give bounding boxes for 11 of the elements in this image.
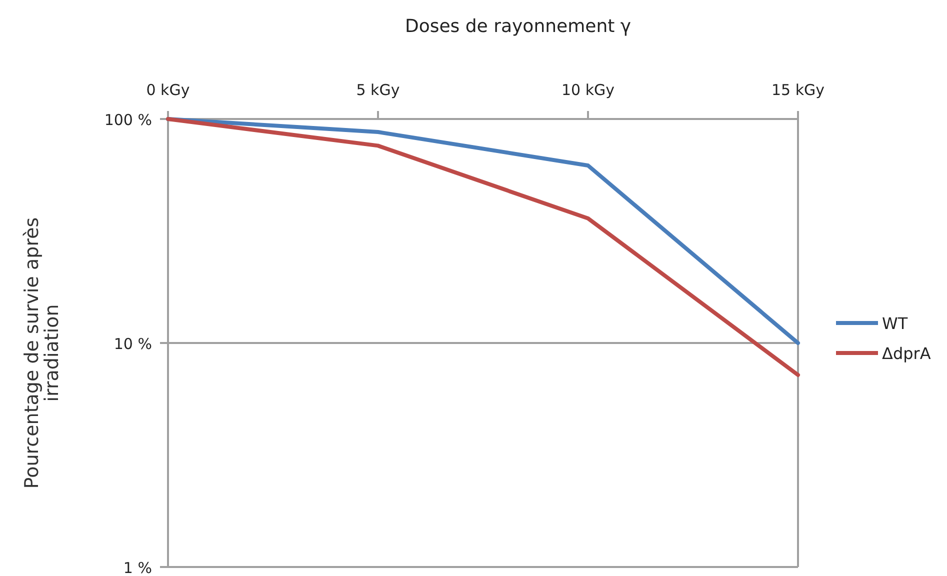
- legend-label: ΔdprA: [882, 344, 931, 363]
- y-tick-label: 1 %: [123, 559, 152, 576]
- x-tick-label: 5 kGy: [356, 81, 400, 99]
- chart-title: Doses de rayonnement γ: [404, 16, 632, 37]
- x-tick-label: 0 kGy: [146, 81, 190, 99]
- x-tick-label: 10 kGy: [561, 81, 615, 99]
- y-tick-label: 10 %: [114, 335, 152, 353]
- y-tick-label: 100 %: [104, 111, 152, 129]
- y-axis-title: Pourcentage de survie après irradiation: [21, 217, 63, 489]
- legend-label: WT: [882, 314, 908, 333]
- x-tick-label: 15 kGy: [771, 81, 825, 99]
